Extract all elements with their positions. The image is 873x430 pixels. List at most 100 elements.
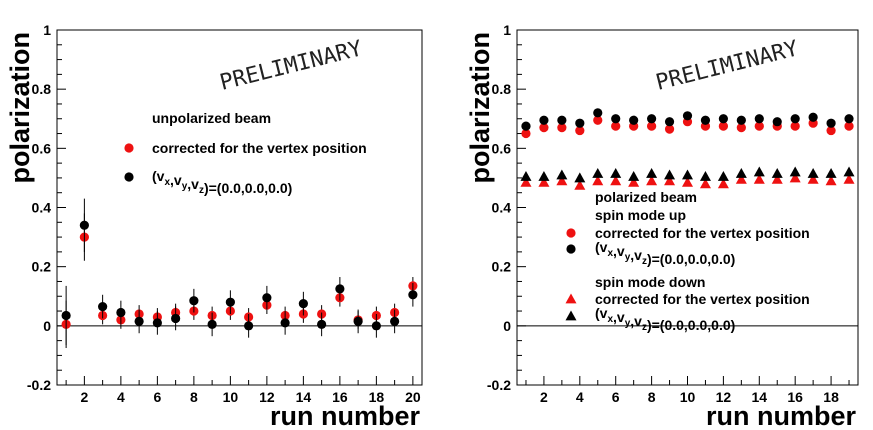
y-tick-label: -0.2 xyxy=(27,377,51,393)
legend-marker-circle xyxy=(566,228,576,238)
data-point-circle xyxy=(790,121,800,131)
data-point-circle xyxy=(408,290,418,300)
data-point-triangle xyxy=(592,175,604,186)
data-point-triangle xyxy=(789,172,801,183)
data-point-circle xyxy=(521,128,531,139)
data-point-circle xyxy=(189,296,199,306)
legend-comma: ,v xyxy=(170,172,182,188)
data-point-circle xyxy=(61,310,71,321)
legend-text-part: )=(0.0,0.0,0.0) xyxy=(647,317,735,333)
legend-entry-label: corrected for the vertex position xyxy=(595,225,810,241)
x-tick-label: 8 xyxy=(648,389,656,405)
data-point-circle xyxy=(700,115,711,125)
legend-text-part: )=(0.0,0.0,0.0) xyxy=(204,180,292,196)
data-point-triangle xyxy=(628,170,640,181)
data-point-triangle xyxy=(538,170,550,181)
data-point-triangle xyxy=(664,175,676,186)
data-point-triangle xyxy=(735,167,747,178)
x-tick-label: 6 xyxy=(612,389,620,405)
x-tick-label: 8 xyxy=(190,389,198,405)
data-point-circle xyxy=(521,121,531,131)
data-point-circle xyxy=(298,299,308,309)
legend-subscript: z xyxy=(642,322,647,333)
x-tick-label: 4 xyxy=(576,389,584,405)
data-point-circle xyxy=(647,121,657,131)
data-point-circle xyxy=(557,123,567,133)
data-point-triangle xyxy=(807,167,819,178)
preliminary-watermark: PRELIMINARY xyxy=(217,36,364,96)
x-tick-label: 4 xyxy=(117,389,125,405)
data-point-circle xyxy=(225,297,235,307)
legend-comma: ,v xyxy=(187,176,199,192)
data-point-triangle xyxy=(592,167,604,178)
data-point-triangle xyxy=(699,170,711,181)
legend-marker-circle xyxy=(566,244,576,254)
data-point-triangle xyxy=(771,173,783,184)
legend-marker-triangle xyxy=(565,310,577,321)
x-tick-label: 14 xyxy=(296,389,312,405)
data-point-circle xyxy=(754,114,764,124)
legend-subtitle-up: spin mode up xyxy=(595,207,686,223)
y-tick-label: 0.8 xyxy=(32,81,52,97)
data-point-circle xyxy=(826,125,836,136)
legend-subscript: z xyxy=(642,256,647,267)
data-point-circle xyxy=(611,114,621,124)
data-point-circle xyxy=(207,319,217,329)
y-tick-label: 0.2 xyxy=(492,259,512,275)
legend-comma: ,v xyxy=(613,243,625,259)
data-point-circle xyxy=(171,313,181,324)
data-point-circle xyxy=(262,293,272,303)
legend-text-part: )=(0.0,0.0,0.0) xyxy=(647,251,735,267)
y-tick-label: -0.2 xyxy=(487,377,511,393)
data-point-triangle xyxy=(520,176,532,187)
data-point-triangle xyxy=(771,167,783,178)
preliminary-watermark: PRELIMINARY xyxy=(653,36,800,96)
x-tick-label: 12 xyxy=(716,389,732,405)
data-point-circle xyxy=(353,316,363,326)
legend-subscript: x xyxy=(607,314,613,325)
data-point-circle xyxy=(280,318,290,328)
x-axis-title: run number xyxy=(706,401,856,430)
legend-text-part: (v xyxy=(595,305,608,321)
data-point-circle xyxy=(539,115,549,125)
data-point-circle xyxy=(575,125,585,136)
legend-subtitle-down: spin mode down xyxy=(595,274,705,290)
legend-subscript: y xyxy=(625,252,631,263)
data-point-triangle xyxy=(520,170,532,181)
x-axis-title: run number xyxy=(270,401,420,430)
y-tick-label: 0.6 xyxy=(32,140,52,156)
y-axis-title: polarization xyxy=(5,32,35,184)
data-point-circle xyxy=(611,121,621,131)
legend-marker-triangle xyxy=(565,293,577,304)
legend-comma: ,v xyxy=(613,309,625,325)
data-point-circle xyxy=(682,111,693,121)
data-point-circle xyxy=(575,118,585,128)
data-point-circle xyxy=(754,121,764,131)
data-point-triangle xyxy=(753,166,765,177)
data-point-circle xyxy=(664,124,675,134)
data-point-triangle xyxy=(735,173,747,184)
legend-text-part: (v xyxy=(152,168,165,184)
data-point-triangle xyxy=(646,175,658,186)
data-point-triangle xyxy=(843,166,855,177)
data-point-circle xyxy=(844,121,854,131)
y-tick-label: 0.6 xyxy=(492,140,512,156)
y-tick-label: 0.4 xyxy=(32,200,52,216)
legend-entry-label: (vx,vy,vz)=(0.0,0.0,0.0) xyxy=(595,305,735,333)
x-tick-label: 20 xyxy=(405,389,421,405)
data-point-circle xyxy=(557,115,567,125)
y-tick-label: 0.2 xyxy=(32,259,52,275)
legend-subscript: z xyxy=(199,185,204,196)
data-point-triangle xyxy=(538,176,550,187)
data-point-circle xyxy=(736,115,746,125)
x-tick-label: 10 xyxy=(223,389,239,405)
data-point-circle xyxy=(539,123,549,133)
legend-title: polarized beam xyxy=(595,189,697,205)
data-point-triangle xyxy=(717,170,729,181)
data-point-triangle xyxy=(717,178,729,189)
data-point-circle xyxy=(98,302,108,312)
data-point-circle xyxy=(718,114,728,124)
data-point-triangle xyxy=(807,173,819,184)
legend-subscript: x xyxy=(607,248,613,259)
